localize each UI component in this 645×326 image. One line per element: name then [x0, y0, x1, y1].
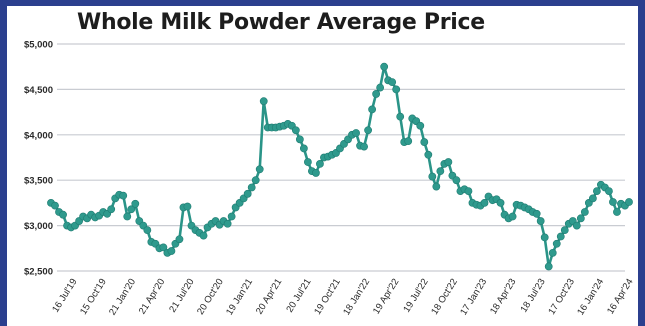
data-point: [175, 235, 184, 244]
data-point: [424, 150, 433, 159]
data-point: [227, 212, 236, 221]
data-point: [247, 183, 256, 192]
y-tick-label: $5,000: [24, 40, 53, 51]
x-tick-label: 20 Oct'20: [195, 277, 226, 317]
data-point: [123, 212, 132, 221]
data-point: [364, 126, 372, 135]
y-axis: $5,000 $4,500 $4,000 $3,500 $3,000 $2,500: [24, 40, 53, 278]
data-point: [444, 158, 453, 166]
data-point: [372, 90, 381, 98]
data-point: [540, 233, 549, 242]
data-point: [420, 138, 429, 146]
x-tick-label: 19 Jul'22: [401, 277, 430, 315]
data-point: [352, 129, 360, 137]
chart-title: Whole Milk Powder Average Price: [77, 10, 485, 35]
data-point: [223, 219, 232, 228]
data-point: [592, 187, 601, 195]
data-point: [625, 198, 633, 206]
x-tick-label: 18 Apr'23: [488, 277, 518, 317]
y-tick-label: $3,500: [24, 176, 53, 187]
data-point: [259, 97, 268, 106]
data-point: [159, 243, 168, 252]
x-tick-label: 15 Oct'19: [78, 277, 109, 317]
x-tick-label: 18 Jul'23: [518, 277, 547, 315]
data-point: [255, 165, 264, 174]
data-point: [368, 105, 377, 114]
data-point: [380, 62, 389, 71]
data-point: [613, 208, 621, 216]
data-point: [107, 205, 116, 214]
data-point: [299, 144, 308, 153]
series: [47, 62, 633, 271]
data-point: [452, 176, 461, 185]
data-point: [183, 202, 192, 211]
y-tick-label: $4,500: [24, 85, 53, 96]
data-point: [388, 78, 397, 87]
data-point: [588, 194, 597, 203]
x-tick-label: 20 Apr'21: [254, 277, 284, 317]
y-tick-label: $4,000: [24, 130, 53, 141]
data-point: [532, 209, 541, 218]
data-point: [428, 172, 437, 181]
data-point: [392, 85, 401, 94]
data-point: [580, 208, 589, 216]
y-tick-label: $3,000: [24, 221, 53, 232]
x-tick-label: 16 Jul'19: [50, 277, 79, 315]
y-tick-label: $2,500: [24, 267, 53, 278]
data-point: [576, 214, 585, 223]
x-tick-label: 20 Jul'21: [284, 277, 313, 315]
data-point: [480, 198, 489, 207]
x-tick-label: 18 Jan'22: [341, 277, 372, 318]
line-chart: $5,000 $4,500 $4,000 $3,500 $3,000 $2,500 16 …: [24, 40, 636, 318]
data-point: [508, 212, 517, 221]
data-point: [59, 210, 67, 219]
x-tick-label: 16 Apr'24: [605, 277, 635, 317]
data-point: [51, 201, 59, 210]
data-point: [316, 159, 324, 168]
data-point: [295, 135, 304, 144]
data-point: [404, 137, 413, 146]
data-point: [605, 187, 613, 195]
x-tick-label: 19 Jan'21: [224, 277, 255, 318]
data-point: [548, 248, 557, 257]
data-point: [360, 142, 368, 151]
chart-frame: Whole Milk Powder Average Price $5,000 $4…: [7, 6, 638, 326]
data-point: [396, 112, 405, 121]
data-point: [609, 198, 617, 206]
data-point: [291, 126, 300, 135]
data-point: [376, 83, 385, 92]
data-point: [199, 231, 208, 240]
data-point: [127, 205, 136, 214]
data-point: [167, 247, 176, 255]
data-point: [496, 198, 505, 207]
data-point: [303, 158, 312, 166]
data-point: [436, 167, 445, 176]
data-point: [416, 121, 425, 130]
data-point: [536, 217, 545, 225]
data-point: [243, 189, 252, 198]
data-point: [131, 199, 140, 208]
data-point: [572, 221, 581, 230]
x-tick-label: 17 Jan'23: [458, 277, 489, 318]
gridlines: [57, 43, 625, 272]
x-tick-label: 17 Oct'23: [546, 277, 577, 317]
x-tick-label: 19 Oct'21: [312, 277, 343, 317]
data-point: [552, 239, 561, 248]
x-tick-label: 21 Apr'20: [137, 277, 167, 317]
data-point: [251, 176, 260, 185]
x-tick-label: 16 Jan'24: [575, 277, 606, 318]
x-tick-label: 19 Apr'22: [371, 277, 401, 317]
data-point: [544, 262, 553, 271]
data-point: [119, 191, 128, 200]
data-point: [556, 232, 565, 241]
data-point: [560, 226, 569, 235]
x-tick-label: 18 Oct'22: [429, 277, 460, 317]
x-tick-label: 21 Jul'20: [167, 277, 196, 315]
data-point: [312, 169, 320, 177]
data-point: [464, 187, 473, 195]
data-point: [432, 182, 441, 191]
x-tick-label: 21 Jan'20: [107, 277, 138, 318]
data-point: [143, 226, 152, 235]
